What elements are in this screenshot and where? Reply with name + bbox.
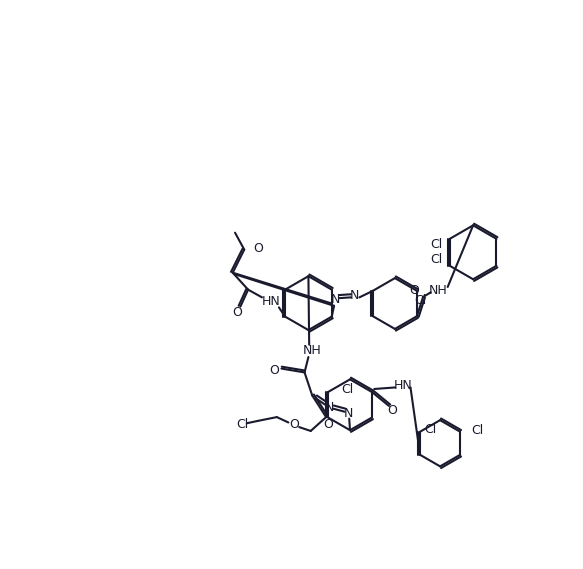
Text: Cl: Cl bbox=[430, 253, 442, 266]
Text: O: O bbox=[289, 418, 298, 431]
Text: HN: HN bbox=[394, 380, 412, 393]
Text: O: O bbox=[233, 306, 243, 319]
Text: N: N bbox=[331, 293, 340, 306]
Text: Cl: Cl bbox=[425, 423, 437, 436]
Text: O: O bbox=[324, 418, 333, 431]
Text: N: N bbox=[325, 401, 334, 414]
Text: Cl: Cl bbox=[415, 294, 427, 307]
Text: Cl: Cl bbox=[236, 418, 248, 431]
Text: O: O bbox=[387, 404, 397, 417]
Text: O: O bbox=[409, 284, 419, 298]
Text: NH: NH bbox=[429, 284, 448, 298]
Text: NH: NH bbox=[303, 344, 322, 357]
Text: Cl: Cl bbox=[430, 238, 442, 251]
Text: HN: HN bbox=[262, 295, 280, 308]
Text: Cl: Cl bbox=[342, 383, 354, 396]
Text: N: N bbox=[350, 289, 360, 302]
Text: O: O bbox=[269, 364, 279, 377]
Text: N: N bbox=[344, 407, 353, 420]
Text: Cl: Cl bbox=[471, 424, 483, 436]
Text: O: O bbox=[253, 242, 263, 254]
